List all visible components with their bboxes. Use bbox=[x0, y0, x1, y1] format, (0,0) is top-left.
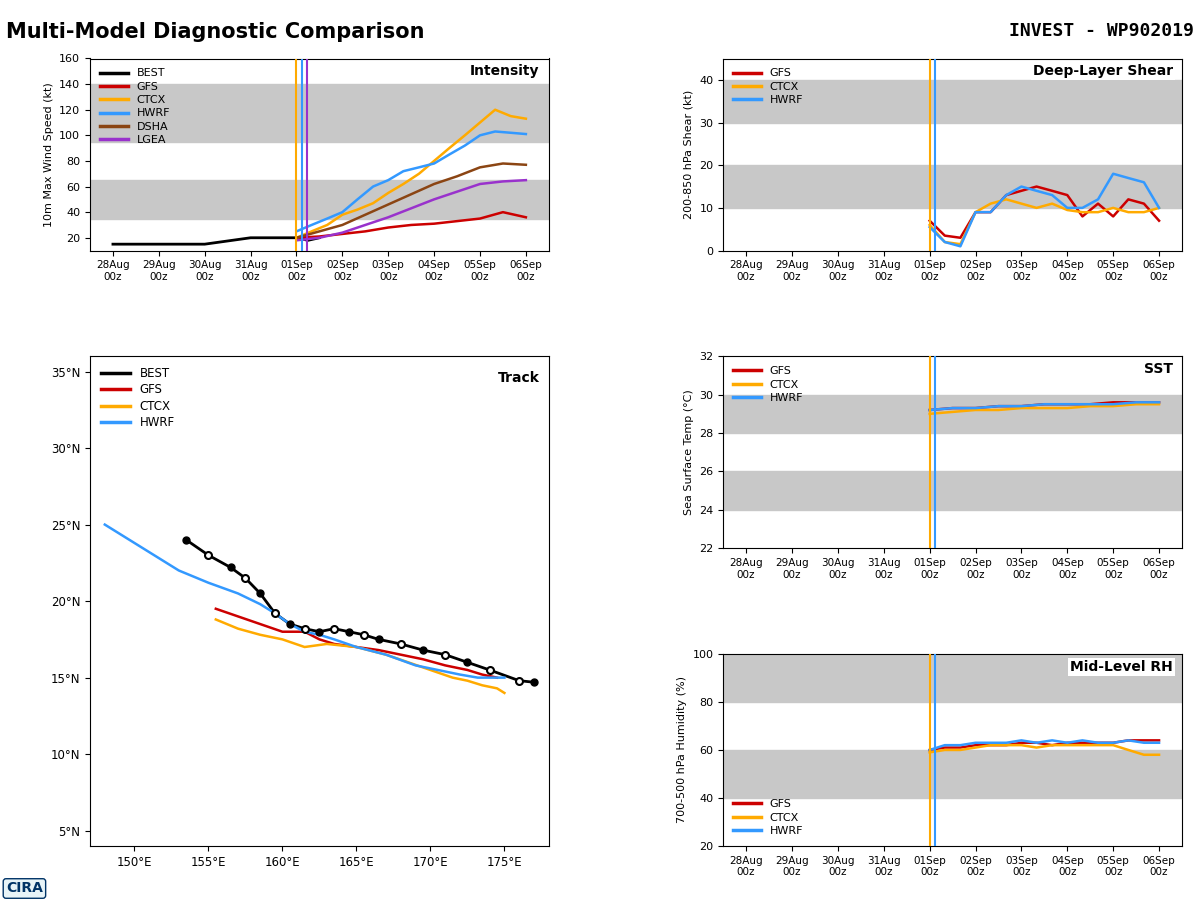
Y-axis label: 200-850 hPa Shear (kt): 200-850 hPa Shear (kt) bbox=[684, 90, 694, 220]
Text: Intensity: Intensity bbox=[470, 64, 540, 78]
Y-axis label: 700-500 hPa Humidity (%): 700-500 hPa Humidity (%) bbox=[677, 677, 686, 824]
Legend: BEST, GFS, CTCX, HWRF: BEST, GFS, CTCX, HWRF bbox=[96, 362, 180, 434]
Legend: GFS, CTCX, HWRF: GFS, CTCX, HWRF bbox=[728, 795, 808, 841]
Legend: GFS, CTCX, HWRF: GFS, CTCX, HWRF bbox=[728, 64, 808, 110]
Y-axis label: 10m Max Wind Speed (kt): 10m Max Wind Speed (kt) bbox=[43, 82, 54, 227]
Legend: GFS, CTCX, HWRF: GFS, CTCX, HWRF bbox=[728, 362, 808, 408]
Bar bbox=[90, 180, 548, 219]
Text: INVEST - WP902019: INVEST - WP902019 bbox=[1009, 22, 1194, 40]
Y-axis label: Sea Surface Temp (°C): Sea Surface Temp (°C) bbox=[684, 390, 694, 515]
Legend: BEST, GFS, CTCX, HWRF, DSHA, LGEA: BEST, GFS, CTCX, HWRF, DSHA, LGEA bbox=[96, 64, 175, 149]
Bar bbox=[724, 750, 1182, 798]
Text: Track: Track bbox=[498, 371, 540, 385]
Text: SST: SST bbox=[1144, 362, 1172, 376]
Bar bbox=[724, 166, 1182, 208]
Text: Deep-Layer Shear: Deep-Layer Shear bbox=[1033, 64, 1172, 78]
Bar bbox=[90, 84, 548, 141]
Bar bbox=[724, 394, 1182, 433]
Text: Mid-Level RH: Mid-Level RH bbox=[1070, 660, 1172, 674]
Bar bbox=[724, 80, 1182, 122]
Text: Multi-Model Diagnostic Comparison: Multi-Model Diagnostic Comparison bbox=[6, 22, 425, 42]
Bar bbox=[724, 654, 1182, 702]
Text: CIRA: CIRA bbox=[6, 881, 43, 896]
Bar bbox=[724, 472, 1182, 510]
